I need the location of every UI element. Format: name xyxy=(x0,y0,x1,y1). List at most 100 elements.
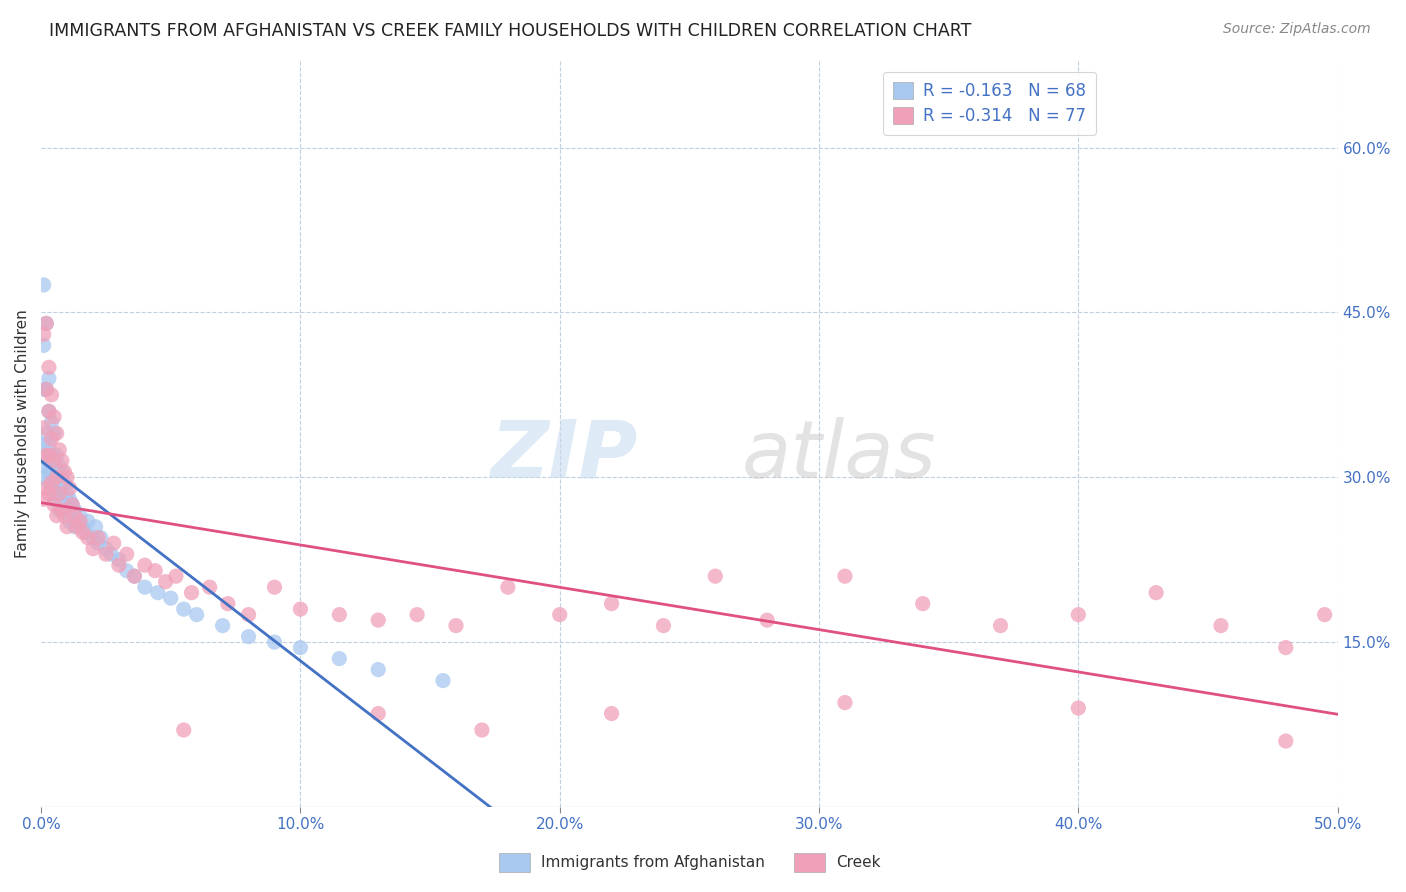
Point xyxy=(198,580,221,594)
Bar xyxy=(794,853,825,872)
Point xyxy=(134,558,156,573)
Point xyxy=(59,514,82,528)
Point xyxy=(42,492,65,507)
Point xyxy=(63,508,86,523)
Point xyxy=(90,531,112,545)
Point xyxy=(367,706,389,721)
Point xyxy=(53,508,76,523)
Point xyxy=(35,426,58,441)
Point xyxy=(432,673,454,688)
Point xyxy=(600,706,623,721)
Point xyxy=(108,552,131,566)
Point xyxy=(165,569,187,583)
Point xyxy=(60,498,83,512)
Point xyxy=(173,723,195,737)
Point xyxy=(42,409,65,424)
Point xyxy=(45,470,67,484)
Point xyxy=(56,470,79,484)
Point xyxy=(51,465,73,479)
Point xyxy=(263,580,285,594)
Point xyxy=(32,437,55,451)
Point xyxy=(45,508,67,523)
Point xyxy=(53,498,76,512)
Point xyxy=(35,448,58,462)
Point xyxy=(45,426,67,441)
Point xyxy=(38,475,60,490)
Point xyxy=(471,723,494,737)
Point xyxy=(94,547,117,561)
Point xyxy=(38,404,60,418)
Point xyxy=(143,564,166,578)
Point xyxy=(76,514,98,528)
Point xyxy=(76,531,98,545)
Point xyxy=(124,569,146,583)
Point xyxy=(82,531,104,545)
Point xyxy=(41,481,63,495)
Point xyxy=(87,536,110,550)
Point xyxy=(41,475,63,490)
Point xyxy=(290,640,312,655)
Point xyxy=(41,415,63,429)
Point xyxy=(146,585,169,599)
Point xyxy=(35,459,58,474)
Point xyxy=(69,508,91,523)
Point xyxy=(328,651,350,665)
Point xyxy=(35,448,58,462)
Point xyxy=(328,607,350,622)
Point xyxy=(69,514,91,528)
Point xyxy=(84,519,107,533)
Point xyxy=(35,382,58,396)
Point xyxy=(217,597,239,611)
Point xyxy=(911,597,934,611)
Point xyxy=(60,498,83,512)
Point xyxy=(600,597,623,611)
Point xyxy=(38,465,60,479)
Point xyxy=(48,487,70,501)
Point xyxy=(45,448,67,462)
Point xyxy=(211,618,233,632)
Point xyxy=(238,607,260,622)
Point xyxy=(45,487,67,501)
Point xyxy=(108,558,131,573)
Y-axis label: Family Households with Children: Family Households with Children xyxy=(15,309,30,558)
Point xyxy=(159,591,181,606)
Point xyxy=(134,580,156,594)
Point xyxy=(834,569,856,583)
Text: ZIP: ZIP xyxy=(491,417,637,495)
Point xyxy=(32,382,55,396)
Text: Immigrants from Afghanistan: Immigrants from Afghanistan xyxy=(541,855,765,870)
Point xyxy=(41,448,63,462)
Point xyxy=(1274,734,1296,748)
Point xyxy=(290,602,312,616)
Point xyxy=(42,498,65,512)
Point xyxy=(103,536,125,550)
Point xyxy=(1209,618,1232,632)
Text: atlas: atlas xyxy=(741,417,936,495)
Point xyxy=(41,432,63,446)
Point xyxy=(1067,607,1090,622)
Point xyxy=(263,635,285,649)
Point xyxy=(38,404,60,418)
Text: IMMIGRANTS FROM AFGHANISTAN VS CREEK FAMILY HOUSEHOLDS WITH CHILDREN CORRELATION: IMMIGRANTS FROM AFGHANISTAN VS CREEK FAM… xyxy=(49,22,972,40)
Point xyxy=(66,519,89,533)
Point xyxy=(48,503,70,517)
Point xyxy=(51,454,73,468)
Point xyxy=(66,514,89,528)
Point xyxy=(35,470,58,484)
Point xyxy=(1313,607,1336,622)
Point xyxy=(35,481,58,495)
Legend: R = -0.163   N = 68, R = -0.314   N = 77: R = -0.163 N = 68, R = -0.314 N = 77 xyxy=(883,71,1095,135)
Point xyxy=(38,437,60,451)
Point xyxy=(367,663,389,677)
Point xyxy=(42,475,65,490)
Point xyxy=(35,317,58,331)
Point xyxy=(51,503,73,517)
Point xyxy=(51,503,73,517)
Point xyxy=(32,338,55,352)
Point xyxy=(82,541,104,556)
Point xyxy=(834,696,856,710)
Point xyxy=(1274,640,1296,655)
Point xyxy=(38,454,60,468)
Point xyxy=(87,531,110,545)
Point xyxy=(155,574,177,589)
